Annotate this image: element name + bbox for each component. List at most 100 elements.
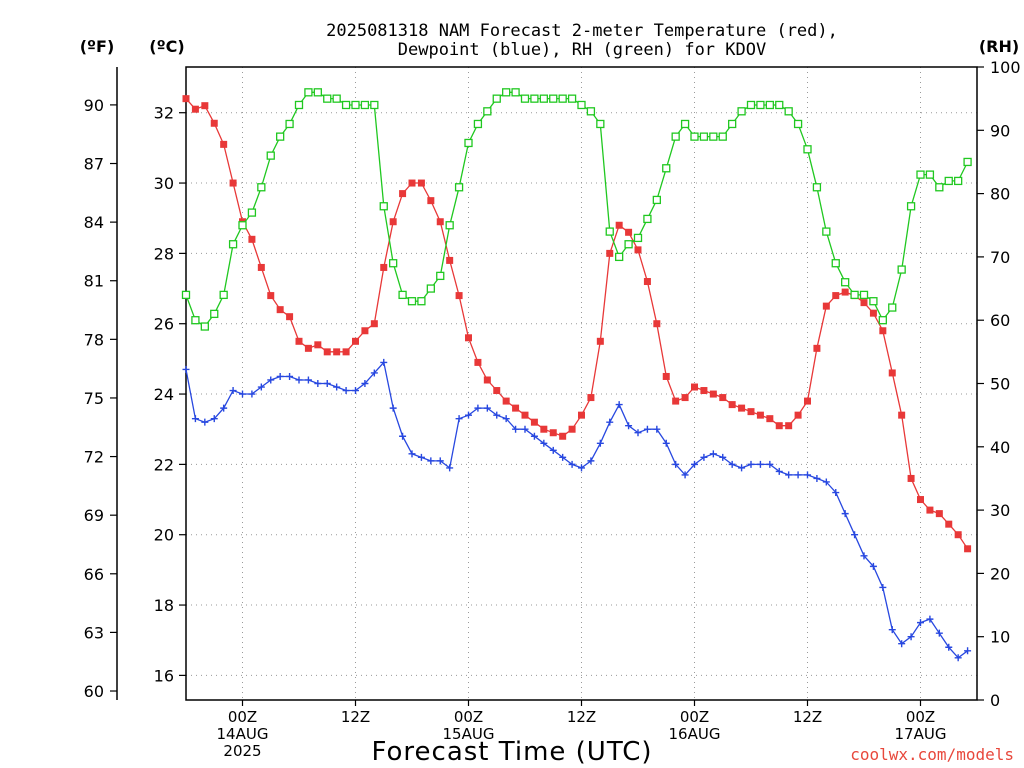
temperature-point [361,327,369,335]
rh-tick-label: 0 [990,691,1000,710]
temperature-point [210,119,218,127]
temperature-point [483,376,491,384]
celsius-tick-label: 22 [154,455,174,474]
dewpoint-point [182,365,190,373]
rh-tick-label: 30 [990,501,1010,520]
fahrenheit-tick-label: 63 [84,623,104,642]
rh-point [238,221,247,230]
dewpoint-point [606,418,614,426]
celsius-axis-label: (ºC) [149,37,184,56]
rh-point [294,100,304,110]
temperature-point [653,320,661,328]
rh-point [850,290,859,300]
rh-point [624,240,633,249]
temperature-point [455,292,463,300]
dewpoint-point [342,387,350,395]
axes: 60 63 66 69 72 75 78 81 84 87 90 16 18 20 22 24 26 28 30 32… [84,58,1021,710]
temperature-point [427,197,435,205]
temperature-point [766,415,774,423]
temperature-point [606,249,614,257]
fahrenheit-tick-label: 78 [84,330,104,349]
dewpoint-point [257,383,265,391]
temperature-point [869,309,877,317]
rh-axis-label: (RH) [979,37,1019,56]
temperature-point [964,545,972,553]
fahrenheit-tick-label: 60 [84,682,104,701]
dewpoint-point [945,643,953,651]
dewpoint-point [446,464,454,472]
rh-point [219,290,228,300]
rh-point [897,265,906,274]
rh-line [185,91,969,328]
dewpoint-point [540,439,548,447]
rh-point [690,132,699,141]
rh-point [257,183,266,192]
grid [186,67,977,700]
temperature-point [474,358,482,366]
dewpoint-point [917,619,924,627]
dewpoint-point [502,415,510,423]
rh-point [210,309,219,319]
dewpoint-point [304,376,312,384]
rh-point [464,138,473,148]
rh-point [841,278,850,287]
dewpoint-point [869,562,877,570]
temperature-point [728,401,736,409]
fahrenheit-tick-label: 84 [84,213,104,232]
rh-point [756,100,765,110]
temperature-point [907,474,915,482]
dewpoint-point [964,647,972,655]
dewpoint-point [493,411,501,419]
fahrenheit-tick-label: 69 [84,506,104,525]
temperature-point [342,348,350,356]
temperature-point [747,408,755,416]
x-axis-title: Forecast Time (UTC) [371,737,652,767]
temperature-point [549,429,557,437]
rh-point [511,88,520,97]
rh-point [954,176,963,186]
rh-point [633,233,643,243]
rh-point [765,100,774,110]
dewpoint-point [380,358,388,366]
temperature-point [323,348,331,356]
rh-point [643,214,652,224]
rh-point [916,170,925,179]
dewpoint-point [898,640,906,648]
dewpoint-point [700,453,708,461]
dewpoint-point [352,387,359,395]
dewpoint-point [587,457,595,465]
rh-point [407,297,417,306]
rh-point [831,259,840,268]
dewpoint-point [747,460,755,468]
dewpoint-point [794,471,802,479]
temperature-point [436,218,444,226]
dewpoint-point [512,425,520,433]
rh-point [558,94,567,103]
x-tick-label: 00Z [906,708,935,726]
source-credit: coolwx.com/models [850,745,1014,764]
rh-point [398,290,407,300]
temperature-point [333,348,341,356]
rh-point [549,94,558,103]
temperature-point [493,387,501,395]
temperature-point [926,506,934,514]
dewpoint-point [578,464,585,472]
temperature-point [813,344,821,352]
temperature-point [352,337,359,345]
rh-point [935,183,944,192]
temperature-point [201,102,209,110]
dewpoint-point [691,460,698,468]
temperature-point [465,334,472,342]
rh-point [784,107,793,116]
rh-point [370,100,379,110]
rh-point [652,195,661,205]
x-tick-label: 14AUG [217,725,269,743]
rh-point [888,303,897,312]
dewpoint-point [191,415,199,423]
dewpoint-point [907,633,915,641]
rh-point [285,119,294,129]
temperature-point [559,432,567,440]
rh-point [323,94,332,103]
dewpoint-point [775,467,783,475]
